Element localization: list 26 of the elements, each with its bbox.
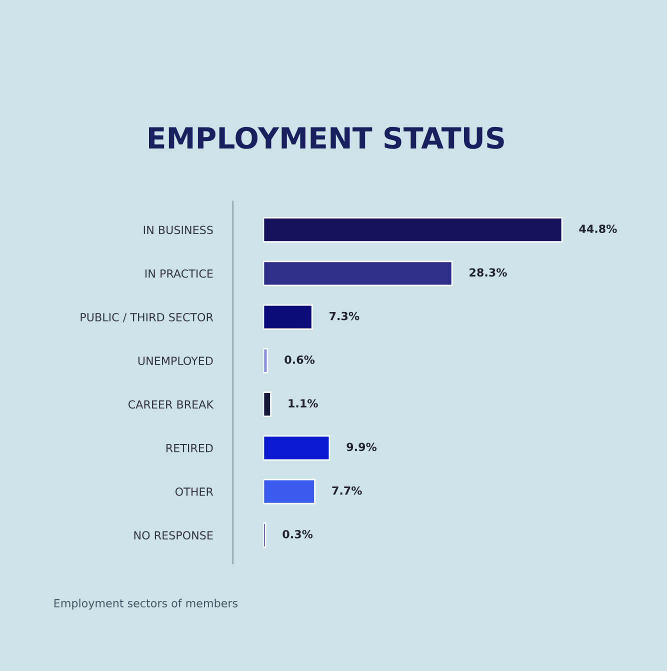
bar <box>263 478 316 504</box>
y-tick-label: CAREER BREAK <box>128 400 214 409</box>
y-tick-label: NO RESPONSE <box>134 531 213 540</box>
data-label: 44.8% <box>579 224 617 233</box>
bar <box>263 435 330 461</box>
data-label: 28.3% <box>470 268 507 277</box>
data-label: 0.3% <box>282 530 313 538</box>
y-tick-label: PUBLIC / THIRD SECTOR <box>80 313 214 322</box>
y-tick-label: IN BUSINESS <box>144 226 213 234</box>
y-tick-label: UNEMPLOYED <box>138 356 213 366</box>
data-label: 7.7% <box>332 486 362 495</box>
data-label: 0.6% <box>284 355 315 364</box>
chart-title: EMPLOYMENT STATUS <box>149 126 504 149</box>
bar <box>263 522 266 548</box>
bar <box>263 304 313 330</box>
data-label: 9.9% <box>346 442 377 452</box>
bar <box>263 392 272 417</box>
data-label: 1.1% <box>288 399 318 408</box>
bar <box>263 260 453 286</box>
bar <box>263 217 563 242</box>
text: Employment sectors of members <box>54 598 238 610</box>
y-tick-label: OTHER <box>175 488 214 496</box>
bar <box>263 348 268 374</box>
y-tick-label: RETIRED <box>166 444 213 452</box>
y-tick-label: IN PRACTICE <box>145 269 213 278</box>
data-label: 7.3% <box>330 312 360 320</box>
